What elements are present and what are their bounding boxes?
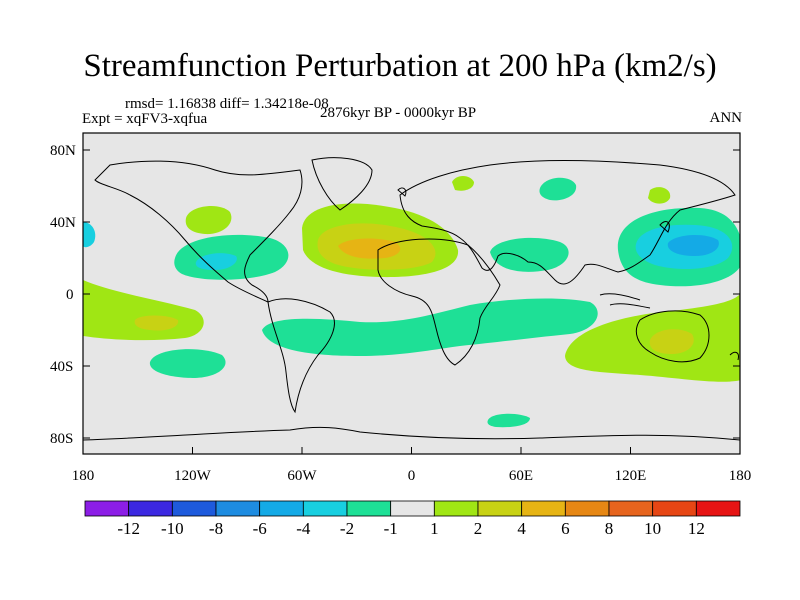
colorbar-swatch	[652, 500, 697, 517]
colorbar-swatch	[346, 500, 392, 517]
colorbar-swatch	[564, 500, 610, 517]
lon-label-180w: 180	[72, 468, 95, 484]
colorbar-swatch	[521, 500, 566, 517]
lon-label-60w: 60W	[287, 468, 317, 484]
colorbar-label: -12	[117, 519, 140, 538]
anomaly-negative-south-atlantic-indian	[262, 298, 598, 356]
anomaly-positive-australia-inner	[649, 329, 694, 354]
lon-label-120e: 120E	[615, 468, 647, 484]
lat-label-80s: 80S	[50, 431, 73, 447]
lat-label-80n: 80N	[50, 143, 76, 159]
anomaly-negative-antarctic-small	[487, 413, 530, 428]
colorbar-label: -2	[340, 519, 354, 538]
season-label: ANN	[709, 110, 743, 126]
colorbar-swatch	[695, 500, 741, 517]
colorbar-label: 8	[605, 519, 614, 538]
colorbar-swatch	[390, 500, 435, 517]
lon-label-60e: 60E	[509, 468, 533, 484]
colorbar-swatch	[128, 500, 173, 517]
colorbar-swatch	[477, 500, 523, 517]
coastlines	[83, 157, 740, 441]
colorbar-label: -4	[296, 519, 311, 538]
colorbar-label: 6	[561, 519, 570, 538]
anomaly-positive-japan	[648, 187, 671, 204]
colorbar-swatch	[171, 500, 217, 517]
anomaly-negative-middle-east	[490, 237, 569, 272]
colorbar-swatch	[215, 500, 261, 517]
colorbar: -12 -10 -8 -6 -4 -2 -1 1 2 4 6 8 10 12	[84, 500, 741, 538]
colorbar-label: 1	[430, 519, 439, 538]
colorbar-label: 4	[517, 519, 526, 538]
map-background	[83, 133, 740, 454]
anomaly-negative-north-america-inner	[195, 253, 237, 270]
anomaly-negative-north-pacific-core	[667, 234, 719, 256]
colorbar-swatch	[259, 500, 304, 517]
colorbar-label: -10	[161, 519, 184, 538]
colorbar-swatch	[302, 500, 348, 517]
colorbar-swatch	[84, 500, 130, 517]
lat-label-40s: 40S	[50, 359, 73, 375]
colorbar-label: -6	[253, 519, 267, 538]
experiment-label: Expt = xqFV3-xqfua	[82, 111, 208, 127]
plot-title: Streamfunction Perturbation at 200 hPa (…	[83, 48, 717, 84]
colorbar-label: 2	[474, 519, 483, 538]
anomaly-negative-siberia	[539, 177, 577, 201]
colorbar-label: 12	[688, 519, 705, 538]
lon-label-0: 0	[408, 468, 416, 484]
colorbar-swatch	[433, 500, 479, 517]
rmsd-diff-stats: rmsd= 1.16838 diff= 1.34218e-08	[125, 96, 329, 112]
colorbar-label: 10	[644, 519, 661, 538]
lat-label-40n: 40N	[50, 215, 76, 231]
anomaly-positive-europe-small	[452, 176, 474, 191]
colorbar-swatch	[608, 500, 654, 517]
lat-label-0: 0	[66, 287, 74, 303]
anomaly-positive-north-pacific-small	[185, 206, 232, 235]
anomaly-negative-west-edge	[83, 222, 96, 248]
streamfunction-field	[83, 157, 740, 441]
colorbar-label: -1	[384, 519, 398, 538]
colorbar-label: -8	[209, 519, 223, 538]
anomaly-negative-south-pacific	[149, 349, 226, 378]
lon-label-180e: 180	[729, 468, 752, 484]
lon-label-120w: 120W	[174, 468, 212, 484]
axis-ticks	[82, 149, 741, 454]
anomaly-positive-atlantic-max	[338, 238, 401, 259]
time-period-label: 2876kyr BP - 0000kyr BP	[320, 105, 477, 121]
anomaly-positive-south-pacific-inner	[134, 315, 179, 331]
